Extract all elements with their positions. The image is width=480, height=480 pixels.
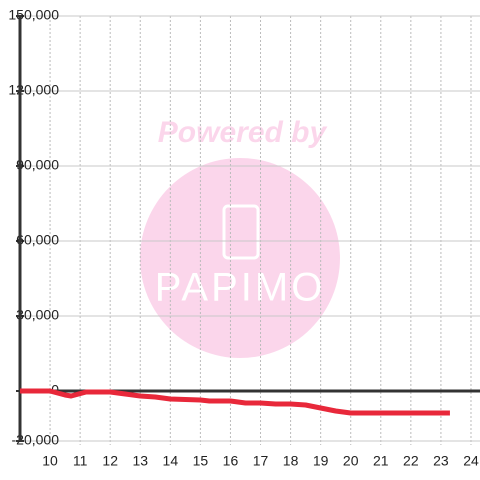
x-tick-label: 20 bbox=[343, 453, 359, 469]
watermark-icon bbox=[222, 204, 260, 260]
x-tick-label: 18 bbox=[283, 453, 299, 469]
x-tick-label: 11 bbox=[73, 453, 88, 469]
watermark-text: Powered by bbox=[158, 116, 328, 149]
grid bbox=[20, 15, 480, 445]
watermark: Powered by PAPIMO bbox=[140, 116, 340, 358]
y-tick-label: -20,000 bbox=[12, 432, 60, 448]
x-tick-label: 24 bbox=[463, 453, 479, 469]
line bbox=[20, 388, 450, 416]
y-tick-label: 90,000 bbox=[16, 157, 59, 173]
y-tick-label: 120,000 bbox=[8, 82, 59, 98]
x-tick-label: 17 bbox=[253, 453, 269, 469]
x-tick-label: 14 bbox=[163, 453, 179, 469]
x-tick-label: 15 bbox=[193, 453, 209, 469]
x-tick-label: 10 bbox=[42, 453, 58, 469]
x-tick-label: 22 bbox=[403, 453, 419, 469]
x-tick-label: 13 bbox=[132, 453, 148, 469]
x-tick-label: 21 bbox=[373, 453, 389, 469]
y-tick-label: 30,000 bbox=[16, 307, 59, 323]
x-tick-label: 19 bbox=[313, 453, 329, 469]
watermark-brand: PAPIMO bbox=[155, 266, 326, 310]
y-tick-label: 60,000 bbox=[16, 232, 59, 248]
x-tick-label: 12 bbox=[102, 453, 118, 469]
y-tick-label: 150,000 bbox=[8, 7, 59, 23]
x-tick-label: 16 bbox=[223, 453, 239, 469]
x-tick-label: 23 bbox=[433, 453, 449, 469]
